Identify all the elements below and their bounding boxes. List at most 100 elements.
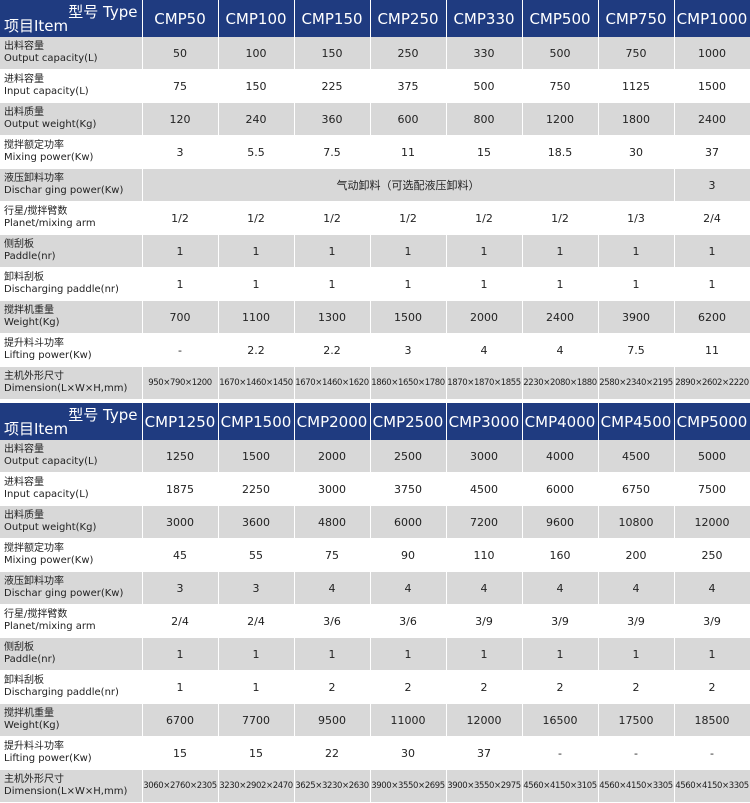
label-en: Weight(Kg)	[4, 720, 60, 731]
spec-row: 行星/搅拌臂数 Planet/mixing arm 1/2 1/2 1/2 1/2 1/2 1…	[0, 201, 750, 235]
label-cn: 行星/搅拌臂数	[4, 609, 68, 620]
spec-row: 出料质量 Output weight(Kg) 120 240 360 600 800 1200…	[0, 102, 750, 136]
spec-value: 800	[446, 102, 523, 136]
spec-value: 5000	[674, 440, 750, 473]
spec-row: 卸料刮板 Discharging paddle(nr) 1 1 1 1 1 1 1 1	[0, 267, 750, 301]
spec-value: -	[598, 736, 675, 770]
item-label: 项目Item	[4, 17, 69, 35]
label-en: Dimension(L×W×H,mm)	[4, 786, 128, 797]
spec-value: 1875	[142, 472, 219, 506]
spec-value: 4500	[598, 440, 675, 473]
label-cn: 卸料刮板	[4, 272, 44, 283]
row-label: 主机外形尺寸 Dimension(L×W×H,mm)	[0, 769, 143, 803]
spec-value: 4	[522, 571, 599, 605]
spec-value: 150	[218, 69, 295, 103]
spec-value: 375	[370, 69, 447, 103]
spec-value: 1	[370, 637, 447, 671]
spec-row: 搅拌额定功率 Mixing power(Kw) 3 5.5 7.5 11 15 18.5 30 3…	[0, 135, 750, 169]
label-cn: 出料质量	[4, 107, 44, 118]
spec-value: 17500	[598, 703, 675, 737]
corner-cell: 型号 Type 项目Item	[0, 403, 143, 440]
row-label: 液压卸料功率 Dischar ging power(Kw)	[0, 571, 143, 605]
label-en: Planet/mixing arm	[4, 621, 96, 632]
label-en: Output weight(Kg)	[4, 119, 97, 130]
spec-value: 1/2	[294, 201, 371, 235]
spec-value: 3/6	[370, 604, 447, 638]
spec-value: 360	[294, 102, 371, 136]
spec-value: 1/2	[370, 201, 447, 235]
spec-value: 1	[294, 267, 371, 301]
label-cn: 主机外形尺寸	[4, 371, 64, 382]
label-cn: 进料容量	[4, 74, 44, 85]
spec-value: 10800	[598, 505, 675, 539]
label-en: Paddle(nr)	[4, 251, 56, 262]
model-name: CMP100	[218, 0, 295, 37]
spec-value: 4800	[294, 505, 371, 539]
spec-value: 75	[142, 69, 219, 103]
spec-value: 1/2	[218, 201, 295, 235]
spec-row: 液压卸料功率 Dischar ging power(Kw) 气动卸料（可选配液压卸料…	[0, 168, 750, 202]
spec-value: 2000	[446, 300, 523, 334]
spec-value: 18500	[674, 703, 750, 737]
spec-value: 1	[446, 267, 523, 301]
spec-value: 55	[218, 538, 295, 572]
spec-value: 1200	[522, 102, 599, 136]
spec-value: 330	[446, 37, 523, 70]
spec-value: 3/9	[522, 604, 599, 638]
spec-value: 1	[218, 670, 295, 704]
spec-row: 出料质量 Output weight(Kg) 3000 3600 4800 6000 720…	[0, 505, 750, 539]
label-en: Mixing power(Kw)	[4, 555, 94, 566]
spec-value: 1860×1650×1780	[370, 366, 447, 400]
spec-value: 22	[294, 736, 371, 770]
spec-value: 1	[446, 234, 523, 268]
spec-value: 600	[370, 102, 447, 136]
spec-value: 1	[218, 267, 295, 301]
spec-row: 行星/搅拌臂数 Planet/mixing arm 2/4 2/4 3/6 3/6 3/9 3…	[0, 604, 750, 638]
spec-value: 1	[674, 267, 750, 301]
spec-value: 1670×1460×1450	[218, 366, 295, 400]
spec-value: 750	[522, 69, 599, 103]
spec-value: 3/6	[294, 604, 371, 638]
spec-value: 160	[522, 538, 599, 572]
spec-value: 4500	[446, 472, 523, 506]
model-name: CMP330	[446, 0, 523, 37]
spec-value: 3	[142, 571, 219, 605]
label-cn: 液压卸料功率	[4, 173, 64, 184]
label-en: Discharging paddle(nr)	[4, 284, 119, 295]
model-name: CMP1500	[218, 403, 295, 440]
row-label: 卸料刮板 Discharging paddle(nr)	[0, 267, 143, 301]
spec-value: 1	[218, 637, 295, 671]
model-name: CMP2000	[294, 403, 371, 440]
label-cn: 提升料斗功率	[4, 338, 64, 349]
spec-value: 225	[294, 69, 371, 103]
spec-value: 3900	[598, 300, 675, 334]
spec-value: 4000	[522, 440, 599, 473]
spec-value: 3230×2902×2470	[218, 769, 295, 803]
spec-value: 700	[142, 300, 219, 334]
spec-value: 500	[446, 69, 523, 103]
row-label: 出料容量 Output capacity(L)	[0, 440, 143, 473]
spec-value: 4	[674, 571, 750, 605]
label-en: Weight(Kg)	[4, 317, 60, 328]
spec-value: 3	[674, 168, 750, 202]
label-en: Paddle(nr)	[4, 654, 56, 665]
row-label: 搅拌额定功率 Mixing power(Kw)	[0, 538, 143, 572]
model-name: CMP4000	[522, 403, 599, 440]
spec-value: 1	[370, 234, 447, 268]
spec-value: 4560×4150×3305	[598, 769, 675, 803]
label-en: Dischar ging power(Kw)	[4, 588, 124, 599]
label-en: Dimension(L×W×H,mm)	[4, 383, 128, 394]
spec-value: 2/4	[218, 604, 295, 638]
spec-value: 500	[522, 37, 599, 70]
model-name: CMP2500	[370, 403, 447, 440]
spec-value: 1	[674, 234, 750, 268]
spec-row: 液压卸料功率 Dischar ging power(Kw) 3 3 4 4 4 4 4 4	[0, 571, 750, 605]
spec-table: 型号 Type 项目Item CMP50 CMP100 CMP150 CMP250 CMP3…	[0, 0, 750, 400]
label-en: Dischar ging power(Kw)	[4, 185, 124, 196]
model-name: CMP750	[598, 0, 675, 37]
spec-value: 2230×2080×1880	[522, 366, 599, 400]
spec-value: 11	[674, 333, 750, 367]
spec-value: 2.2	[218, 333, 295, 367]
spec-value: 30	[598, 135, 675, 169]
spec-value: 2	[674, 670, 750, 704]
